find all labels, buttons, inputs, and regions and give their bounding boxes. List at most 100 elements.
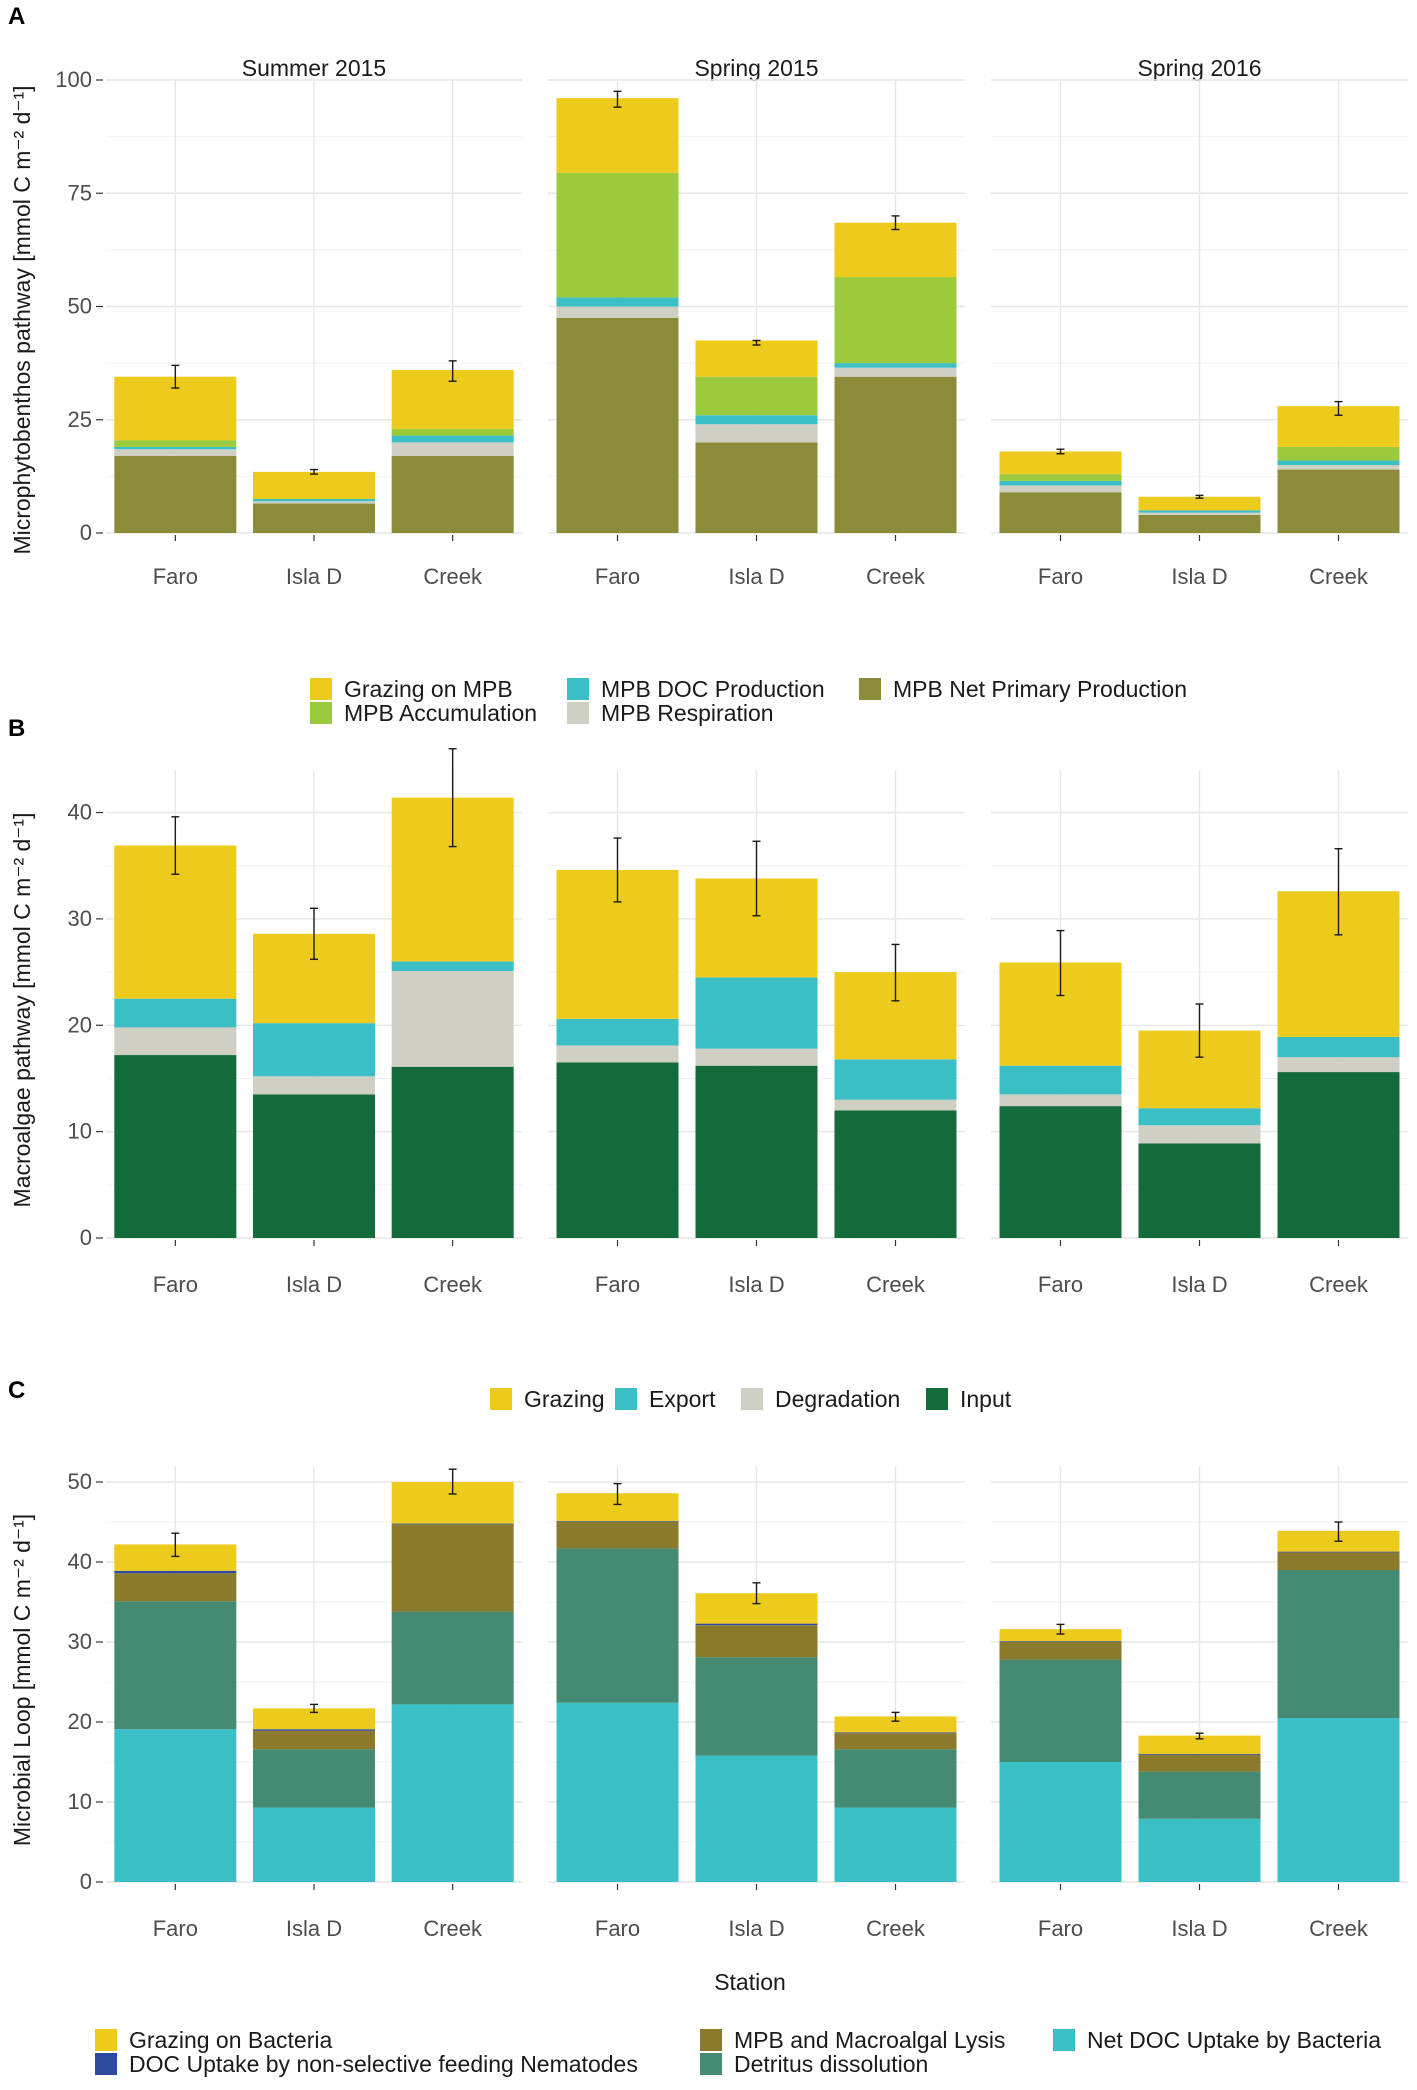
bar-input-faro [556,1062,679,1238]
x-tick-label-isla-d: Isla D [286,1272,342,1297]
x-tick-label-faro: Faro [1038,564,1083,589]
bar-doc-uptake-by-non-selective-feeding-nematodes-faro [556,1521,679,1522]
bar-mpb-net-primary-production-creek [834,376,957,533]
bar-net-doc-uptake-by-bacteria-faro [556,1702,679,1882]
facet-summer-2015: Faro Isla D Creek [106,748,522,1297]
x-tick-label-creek: Creek [866,1916,926,1941]
bar-doc-uptake-by-non-selective-feeding-nematodes-isla-d [695,1623,818,1626]
bar-mpb-and-macroalgal-lysis-isla-d [1138,1754,1261,1772]
y-tick-label: 30 [68,1629,92,1654]
bar-degradation-isla-d [1138,1125,1261,1144]
facet-label-summer-2015: Summer 2015 [242,55,386,81]
y-tick-label: 20 [68,1709,92,1734]
bar-net-doc-uptake-by-bacteria-faro [114,1729,237,1882]
x-tick-label-isla-d: Isla D [728,564,784,589]
bar-input-isla-d [1138,1143,1261,1238]
bar-degradation-faro [556,1045,679,1063]
bar-mpb-net-primary-production-faro [114,455,237,533]
panel-b: B Faro Isla D Creek Faro Isla D Creek Faro Isla … [8,715,1408,1412]
facet-spring-2015: Faro Isla D Creek [548,1466,965,1941]
facet-summer-2015: Faro Isla D Creek [106,1466,522,1941]
legend-label-mpb-net-primary-production: MPB Net Primary Production [893,676,1187,702]
errorbar-isla-d [1195,494,1204,499]
legend-label-degradation: Degradation [775,1386,900,1412]
legend-a: Grazing on MPB MPB DOC Production MPB Net … [310,676,1187,726]
x-tick-label-faro: Faro [595,564,640,589]
panel-letter: C [8,1377,25,1404]
bar-mpb-doc-production-creek [391,435,514,443]
y-tick-label: 10 [68,1119,92,1144]
legend-label-grazing: Grazing [524,1386,605,1412]
bar-input-isla-d [253,1094,375,1238]
legend-swatch-mpb-and-macroalgal-lysis [700,2029,722,2051]
bar-grazing-on-mpb-isla-d [1138,496,1261,511]
bar-degradation-creek [391,971,514,1067]
bar-grazing-on-bacteria-faro [999,1629,1122,1642]
legend-label-grazing-on-mpb: Grazing on MPB [344,676,513,702]
x-tick-label-faro: Faro [153,564,198,589]
y-tick-label: 75 [68,180,92,205]
bar-net-doc-uptake-by-bacteria-isla-d [253,1807,375,1882]
y-axis-title: Microbial Loop [mmol C m⁻² d⁻¹] [9,1514,35,1846]
bar-input-creek [391,1066,514,1238]
bar-net-doc-uptake-by-bacteria-faro [999,1762,1122,1882]
bar-mpb-and-macroalgal-lysis-faro [114,1573,237,1602]
legend-label-mpb-doc-production: MPB DOC Production [601,676,825,702]
bar-degradation-faro [999,1094,1122,1107]
bar-degradation-creek [834,1099,957,1111]
bar-mpb-accumulation-creek [834,277,957,364]
x-tick-label-isla-d: Isla D [728,1272,784,1297]
bar-detritus-dissolution-creek [834,1749,957,1808]
y-tick-label: 100 [55,67,92,92]
legend-swatch-mpb-respiration [567,702,589,724]
bar-input-faro [114,1055,237,1238]
facet-spring-2015: Faro Isla D Creek [548,770,965,1297]
errorbar-faro [1056,448,1065,455]
bar-mpb-doc-production-faro [114,446,237,450]
legend-b: Grazing Export Degradation Input [490,1386,1012,1412]
bar-mpb-net-primary-production-isla-d [1138,514,1261,533]
x-tick-label-creek: Creek [423,564,483,589]
legend-c: Grazing on Bacteria MPB and Macroalgal Ly… [95,2027,1381,2077]
bar-detritus-dissolution-isla-d [695,1657,818,1756]
bar-doc-uptake-by-non-selective-feeding-nematodes-isla-d [1138,1754,1261,1755]
bar-grazing-on-mpb-isla-d [695,340,818,377]
bar-mpb-net-primary-production-faro [556,317,679,533]
bar-mpb-accumulation-faro [999,474,1122,481]
errorbar-isla-d [752,339,761,346]
bar-export-creek [1277,1036,1400,1058]
bar-doc-uptake-by-non-selective-feeding-nematodes-faro [114,1570,237,1574]
errorbar-isla-d [310,907,318,961]
errorbar-faro [613,90,622,108]
facet-summer-2015: Faro Isla D Creek [106,79,522,589]
legend-swatch-input [926,1388,948,1410]
bar-degradation-isla-d [695,1048,818,1066]
legend-label-net-doc-uptake-by-bacteria: Net DOC Uptake by Bacteria [1087,2027,1381,2053]
y-tick-label: 30 [68,906,92,931]
y-tick-label: 50 [68,1469,92,1494]
bar-doc-uptake-by-non-selective-feeding-nematodes-creek [1277,1551,1400,1553]
bar-export-isla-d [1138,1108,1261,1126]
errorbar-faro [1056,1623,1065,1635]
bar-export-creek [391,961,514,972]
y-axis-title: Microphytobenthos pathway [mmol C m⁻² d⁻… [9,85,35,554]
bar-detritus-dissolution-isla-d [1138,1771,1261,1819]
bar-mpb-respiration-isla-d [253,501,375,504]
errorbar-creek [448,1468,457,1495]
x-tick-label-creek: Creek [423,1916,483,1941]
bar-mpb-and-macroalgal-lysis-isla-d [695,1625,818,1658]
bar-net-doc-uptake-by-bacteria-creek [1277,1718,1400,1882]
bar-mpb-doc-production-faro [556,297,679,307]
bar-grazing-on-bacteria-isla-d [1138,1735,1261,1754]
panel-c: C Faro Isla D Creek Faro Isla D Creek Faro Isla … [8,1377,1408,2077]
x-tick-label-isla-d: Isla D [1171,1272,1227,1297]
x-tick-label-creek: Creek [866,1272,926,1297]
legend-swatch-net-doc-uptake-by-bacteria [1053,2029,1075,2051]
x-tick-label-faro: Faro [153,1272,198,1297]
bar-detritus-dissolution-creek [391,1611,514,1705]
x-tick-label-faro: Faro [1038,1916,1083,1941]
x-tick-label-creek: Creek [1309,1272,1369,1297]
bar-mpb-respiration-creek [834,367,957,377]
x-tick-label-creek: Creek [866,564,926,589]
bar-grazing-on-mpb-isla-d [253,471,375,500]
